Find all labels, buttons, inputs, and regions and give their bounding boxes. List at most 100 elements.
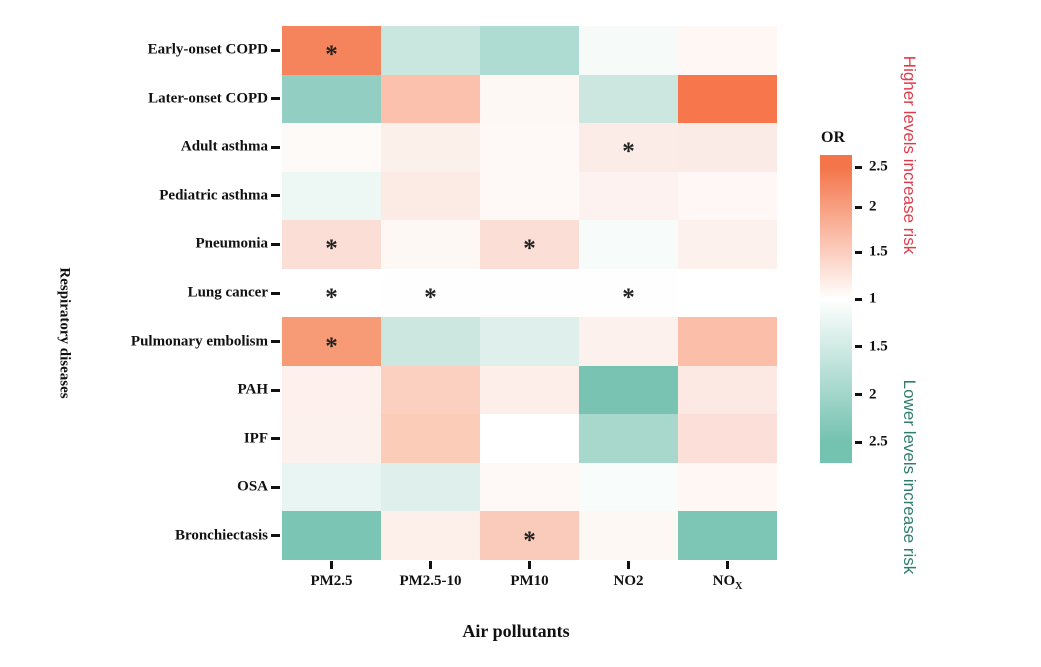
significance-asterisk: *: [622, 138, 635, 166]
heatmap-cell-pulmonary-embolism-pm2-5: *: [282, 317, 381, 366]
heatmap-cell-later-onset-copd-no2: [579, 74, 678, 124]
heatmap-cell-ipf-nox: [678, 414, 777, 463]
heatmap-cell-pediatric-asthma-pm2-5: [282, 171, 381, 221]
x-axis-tick: [627, 561, 630, 569]
significance-asterisk: *: [424, 283, 437, 311]
heatmap-cell-pulmonary-embolism-pm10: [480, 317, 579, 366]
significance-asterisk: *: [325, 235, 338, 263]
colorbar-tick-label: 2.5: [869, 433, 888, 450]
colorbar-tick-label: 2: [869, 386, 877, 403]
y-axis-tick: [271, 97, 280, 101]
colorbar-tick: [855, 393, 862, 397]
heatmap-cell-osa-no2: [579, 462, 678, 512]
heatmap-cell-ipf-pm2-5: [282, 414, 381, 463]
heatmap-cell-pah-no2: [579, 365, 678, 415]
heatmap-cell-pah-pm10: [480, 365, 579, 415]
y-axis-tick: [271, 291, 280, 295]
y-axis-labels: Early-onset COPD Later-onset COPD Adult as…: [0, 0, 268, 667]
x-axis-tick: [528, 561, 531, 569]
colorbar-tick-label: 2: [869, 198, 877, 215]
heatmap-cell-bronchiectasis-pm10: *: [480, 511, 579, 560]
column-label-pm2-5: PM2.5: [310, 573, 353, 589]
heatmap-cell-pulmonary-embolism-pm2-5-10: [381, 317, 480, 366]
heatmap-cell-lung-cancer-pm2-5: *: [282, 268, 381, 318]
y-axis-tick: [271, 145, 280, 149]
colorbar-tick: [855, 165, 862, 169]
heatmap-cell-lung-cancer-nox: [678, 268, 777, 318]
heatmap-grid: * * * * * * * * *: [282, 26, 777, 560]
heatmap-cell-pneumonia-pm2-5: *: [282, 220, 381, 269]
x-axis-tick: [330, 561, 333, 569]
y-axis-tick: [271, 437, 280, 441]
row-label-adult-asthma: Adult asthma: [180, 138, 268, 155]
row-label-pah: PAH: [237, 381, 268, 398]
row-label-ipf: IPF: [243, 430, 268, 447]
heatmap-cell-early-onset-copd-pm2-5: *: [282, 26, 381, 75]
colorbar-caption-lower: Lower levels increase risk: [900, 379, 919, 575]
heatmap-cell-adult-asthma-pm10: [480, 123, 579, 172]
significance-asterisk: *: [325, 283, 338, 311]
heatmap-cell-bronchiectasis-nox: [678, 511, 777, 560]
row-label-lung-cancer: Lung cancer: [187, 284, 268, 301]
row-label-osa: OSA: [237, 478, 268, 495]
row-label-pulmonary-embolism: Pulmonary embolism: [130, 333, 268, 350]
heatmap-cell-pneumonia-nox: [678, 220, 777, 269]
heatmap-cell-pediatric-asthma-pm10: [480, 171, 579, 221]
significance-asterisk: *: [325, 41, 338, 69]
heatmap-cell-pediatric-asthma-pm2-5-10: [381, 171, 480, 221]
significance-asterisk: *: [325, 332, 338, 360]
heatmap-cell-later-onset-copd-nox: [678, 74, 777, 124]
significance-asterisk: *: [523, 235, 536, 263]
row-label-pneumonia: Pneumonia: [195, 235, 268, 252]
heatmap-cell-bronchiectasis-pm2-5-10: [381, 511, 480, 560]
heatmap-cell-pulmonary-embolism-nox: [678, 317, 777, 366]
colorbar-tick-label: 1: [869, 290, 877, 307]
heatmap-cell-later-onset-copd-pm10: [480, 74, 579, 124]
heatmap-cell-adult-asthma-pm2-5: [282, 123, 381, 172]
colorbar-tick: [855, 297, 862, 301]
heatmap-cell-ipf-pm10: [480, 414, 579, 463]
heatmap-cell-early-onset-copd-pm10: [480, 26, 579, 75]
y-axis-tick: [271, 534, 280, 538]
row-label-pediatric-asthma: Pediatric asthma: [159, 187, 268, 204]
x-axis-tick: [429, 561, 432, 569]
heatmap-cell-adult-asthma-pm2-5-10: [381, 123, 480, 172]
heatmap-cell-later-onset-copd-pm2-5-10: [381, 74, 480, 124]
row-label-early-onset-copd: Early-onset COPD: [147, 41, 268, 58]
y-axis-tick: [271, 242, 280, 246]
heatmap-cell-pediatric-asthma-nox: [678, 171, 777, 221]
significance-asterisk: *: [523, 526, 536, 554]
heatmap-cell-pneumonia-pm10: *: [480, 220, 579, 269]
heatmap-cell-osa-nox: [678, 462, 777, 512]
heatmap-cell-early-onset-copd-pm2-5-10: [381, 26, 480, 75]
heatmap-cell-pediatric-asthma-no2: [579, 171, 678, 221]
column-label-pm10: PM10: [510, 573, 549, 589]
colorbar-caption-higher: Higher levels increase risk: [900, 55, 919, 255]
x-axis-tick: [726, 561, 729, 569]
heatmap-cell-adult-asthma-no2: *: [579, 123, 678, 172]
heatmap-cell-bronchiectasis-no2: [579, 511, 678, 560]
colorbar-tick-label: 1.5: [869, 338, 888, 355]
heatmap-cell-ipf-pm2-5-10: [381, 414, 480, 463]
heatmap-cell-bronchiectasis-pm2-5: [282, 511, 381, 560]
y-axis-tick: [271, 48, 280, 52]
colorbar-tick-label: 1.5: [869, 243, 888, 260]
colorbar-gradient: [820, 155, 852, 463]
heatmap-cell-osa-pm10: [480, 462, 579, 512]
heatmap-cell-pah-nox: [678, 365, 777, 415]
x-axis-title: Air pollutants: [462, 621, 570, 641]
y-axis-tick: [271, 340, 280, 344]
heatmap-cell-lung-cancer-pm2-5-10: *: [381, 268, 480, 318]
heatmap-cell-pneumonia-no2: [579, 220, 678, 269]
column-label-pm2-5-10: PM2.5-10: [399, 573, 462, 589]
heatmap-cell-later-onset-copd-pm2-5: [282, 74, 381, 124]
colorbar-tick: [855, 250, 862, 254]
heatmap-cell-pah-pm2-5-10: [381, 365, 480, 415]
column-label-no2: NO2: [613, 573, 644, 589]
y-axis-tick: [271, 388, 280, 392]
colorbar-tick: [855, 440, 862, 444]
heatmap-cell-lung-cancer-no2: *: [579, 268, 678, 318]
colorbar-tick: [855, 205, 862, 209]
heatmap-cell-lung-cancer-pm10: [480, 268, 579, 318]
